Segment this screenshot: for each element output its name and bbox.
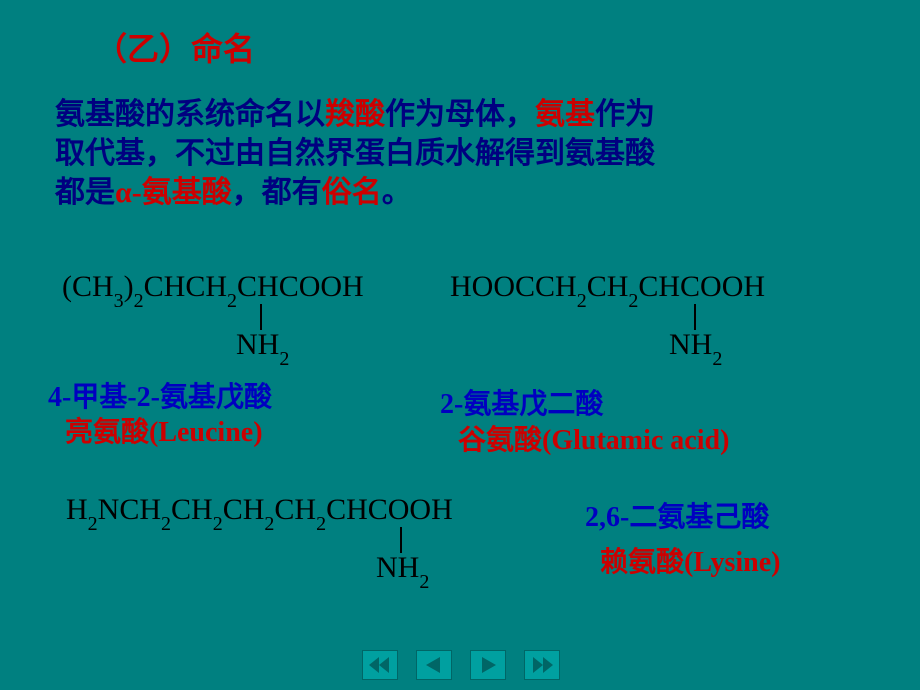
leucine-nh2: NH2	[236, 330, 289, 365]
sub: 2	[227, 290, 237, 312]
sub: 2	[264, 513, 274, 535]
nav-prev-icon	[426, 657, 442, 673]
nav-first-icon	[369, 657, 391, 673]
nav-last-button[interactable]	[524, 650, 560, 680]
f: CHCOOH	[326, 493, 453, 526]
nav-next-button[interactable]	[470, 650, 506, 680]
intro-text: 作为	[595, 98, 655, 131]
lysine-common-name: 赖氨酸(Lysine)	[600, 540, 780, 580]
nav-bar	[362, 650, 560, 680]
lysine-formula: H2NCH2CH2CH2CH2CHCOOH	[66, 495, 453, 530]
nav-next-icon	[480, 657, 496, 673]
f: (CH	[62, 270, 114, 303]
sub: 2	[134, 290, 144, 312]
f: NH	[236, 328, 279, 361]
intro-keyword: 氨基	[535, 98, 595, 131]
sub: 2	[88, 513, 98, 535]
intro-keyword: 俗名	[322, 176, 382, 209]
f: NH	[376, 551, 419, 584]
intro-text: 取代基，不过由自然界蛋白质水解得到氨基酸	[55, 137, 655, 170]
sub: 2	[628, 290, 638, 312]
leucine-common-name: 亮氨酸(Leucine)	[65, 410, 263, 450]
glutamic-systematic-name: 2-氨基戊二酸	[440, 382, 603, 422]
leucine-systematic-name: 4-甲基-2-氨基戊酸	[48, 375, 272, 415]
glutamic-nh2: NH2	[669, 330, 722, 365]
f: H	[66, 493, 88, 526]
sub: 2	[161, 513, 171, 535]
intro-text: 。	[382, 176, 412, 209]
sub: 2	[316, 513, 326, 535]
intro-text: 作为母体，	[385, 98, 535, 131]
f: CH	[223, 493, 265, 526]
slide: （乙）命名 氨基酸的系统命名以羧酸作为母体，氨基作为 取代基，不过由自然界蛋白质…	[0, 0, 920, 690]
f: CH	[587, 270, 629, 303]
leucine-formula: (CH3)2CHCH2CHCOOH	[62, 272, 364, 307]
f: NCH	[98, 493, 161, 526]
f: NH	[669, 328, 712, 361]
lysine-nh2: NH2	[376, 553, 429, 588]
bond-line	[400, 527, 402, 553]
intro-paragraph: 氨基酸的系统命名以羧酸作为母体，氨基作为 取代基，不过由自然界蛋白质水解得到氨基…	[55, 95, 875, 212]
f: HOOCCH	[450, 270, 577, 303]
bond-line	[260, 304, 262, 330]
f: )	[124, 270, 134, 303]
f: CH	[171, 493, 213, 526]
nav-first-button[interactable]	[362, 650, 398, 680]
f: CHCOOH	[638, 270, 765, 303]
f: CHCH	[144, 270, 227, 303]
intro-text: 氨基酸的系统命名以	[55, 98, 325, 131]
nav-prev-button[interactable]	[416, 650, 452, 680]
f: CHCOOH	[237, 270, 364, 303]
f: CH	[274, 493, 316, 526]
sub: 2	[279, 348, 289, 370]
intro-text: 都是	[55, 176, 115, 209]
intro-keyword: α-氨基酸	[115, 176, 232, 209]
nav-last-icon	[531, 657, 553, 673]
sub: 2	[577, 290, 587, 312]
sub: 2	[213, 513, 223, 535]
glutamic-common-name: 谷氨酸(Glutamic acid)	[458, 418, 729, 458]
section-title: （乙）命名	[95, 24, 255, 70]
sub: 2	[419, 571, 429, 593]
sub: 3	[114, 290, 124, 312]
intro-keyword: 羧酸	[325, 98, 385, 131]
bond-line	[694, 304, 696, 330]
glutamic-formula: HOOCCH2CH2CHCOOH	[450, 272, 765, 307]
sub: 2	[712, 348, 722, 370]
lysine-systematic-name: 2,6-二氨基己酸	[585, 495, 769, 535]
intro-text: ，都有	[232, 176, 322, 209]
